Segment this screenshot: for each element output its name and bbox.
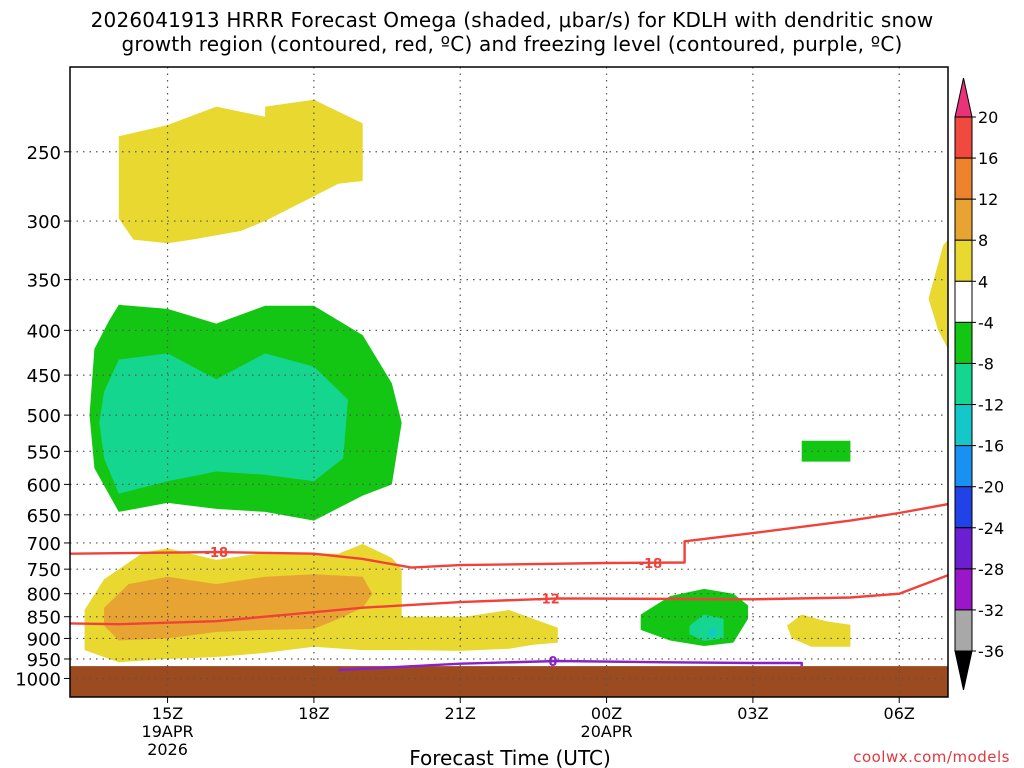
x-tick-label: 18Z: [298, 704, 329, 723]
colorbar-swatch: [954, 321, 973, 364]
omega-shade-region: [99, 353, 348, 494]
colorbar-label: 4: [978, 272, 988, 291]
y-tick-label: 850: [27, 608, 61, 629]
colorbar-label: -24: [978, 519, 1004, 538]
y-tick-label: 800: [27, 585, 61, 606]
omega-shade-region: [928, 239, 948, 349]
x-tick-date-label: 19APR: [142, 722, 194, 741]
x-tick-label: 06Z: [884, 704, 915, 723]
colorbar-swatch: [954, 486, 973, 529]
colorbar-swatch: [954, 280, 973, 323]
chart-title-line-2: growth region (contoured, red, ºC) and f…: [121, 32, 903, 56]
contour-line: [70, 574, 948, 626]
y-tick-label: 350: [27, 271, 61, 292]
y-tick-label: 250: [27, 143, 61, 164]
contour-label: -18: [639, 557, 663, 572]
y-tick-label: 500: [27, 406, 61, 427]
omega-shade-region: [640, 588, 748, 646]
colorbar-swatch: [954, 116, 973, 159]
terrain-fill: [70, 666, 948, 697]
colorbar-label: -28: [978, 560, 1004, 579]
omega-shade-region: [801, 440, 851, 462]
y-tick-label: 600: [27, 475, 61, 496]
colorbar-label: -4: [978, 313, 994, 332]
colorbar-swatch: [954, 404, 973, 447]
omega-shade-region: [104, 574, 373, 641]
colorbar-swatch: [954, 198, 973, 241]
contour-label: -12: [536, 592, 560, 607]
y-tick-label: 550: [27, 442, 61, 463]
colorbar-swatch: [954, 568, 973, 611]
y-tick-label: 900: [27, 629, 61, 650]
y-tick-label: 300: [27, 212, 61, 233]
colorbar-label: 12: [978, 190, 998, 209]
colorbar-top-arrow: [954, 77, 973, 118]
plot-area: -18 -18 -12 0: [70, 67, 948, 697]
y-tick-label: 950: [27, 650, 61, 671]
y-tick-label: 1000: [15, 669, 61, 690]
colorbar-swatch: [954, 527, 973, 570]
colorbar-label: -16: [978, 437, 1004, 456]
plot-frame: [69, 66, 949, 698]
x-tick-label: 00Z: [591, 704, 622, 723]
x-tick-label: 21Z: [445, 704, 476, 723]
colorbar-swatch: [954, 239, 973, 282]
omega-shade-region: [709, 626, 717, 637]
x-tick-date-label: 20APR: [581, 722, 633, 741]
colorbar-label: -36: [978, 642, 1004, 661]
colorbar-swatch: [954, 445, 973, 488]
colorbar-label: 8: [978, 231, 988, 250]
contour-label: -18: [205, 546, 229, 561]
x-axis-title: Forecast Time (UTC): [409, 746, 611, 768]
colorbar-bottom-arrow: [954, 650, 973, 691]
x-tick-year-label: 2026: [147, 740, 188, 759]
colorbar-label: 16: [978, 149, 998, 168]
y-tick-label: 700: [27, 534, 61, 555]
omega-shade-region: [118, 99, 363, 244]
credit-link[interactable]: coolwx.com/models: [853, 748, 1010, 766]
y-tick-label: 400: [27, 321, 61, 342]
colorbar-swatch: [954, 157, 973, 200]
colorbar-label: 20: [978, 108, 998, 127]
colorbar-label: -12: [978, 396, 1004, 415]
contour-label: 0: [548, 655, 557, 670]
y-tick-label: 650: [27, 506, 61, 527]
omega-shade-region: [787, 614, 851, 647]
colorbar-swatch: [954, 609, 973, 652]
colorbar-label: -8: [978, 354, 994, 373]
y-tick-label: 450: [27, 366, 61, 387]
x-tick-label: 03Z: [737, 704, 768, 723]
contour-line: [70, 502, 948, 569]
y-tick-label: 750: [27, 560, 61, 581]
colorbar-label: -20: [978, 478, 1004, 497]
x-tick-label: 15Z: [152, 704, 183, 723]
contour-line: [338, 659, 803, 672]
chart-title-line-1: 2026041913 HRRR Forecast Omega (shaded, …: [90, 8, 934, 32]
colorbar-label: -32: [978, 601, 1004, 620]
colorbar-swatch: [954, 362, 973, 406]
